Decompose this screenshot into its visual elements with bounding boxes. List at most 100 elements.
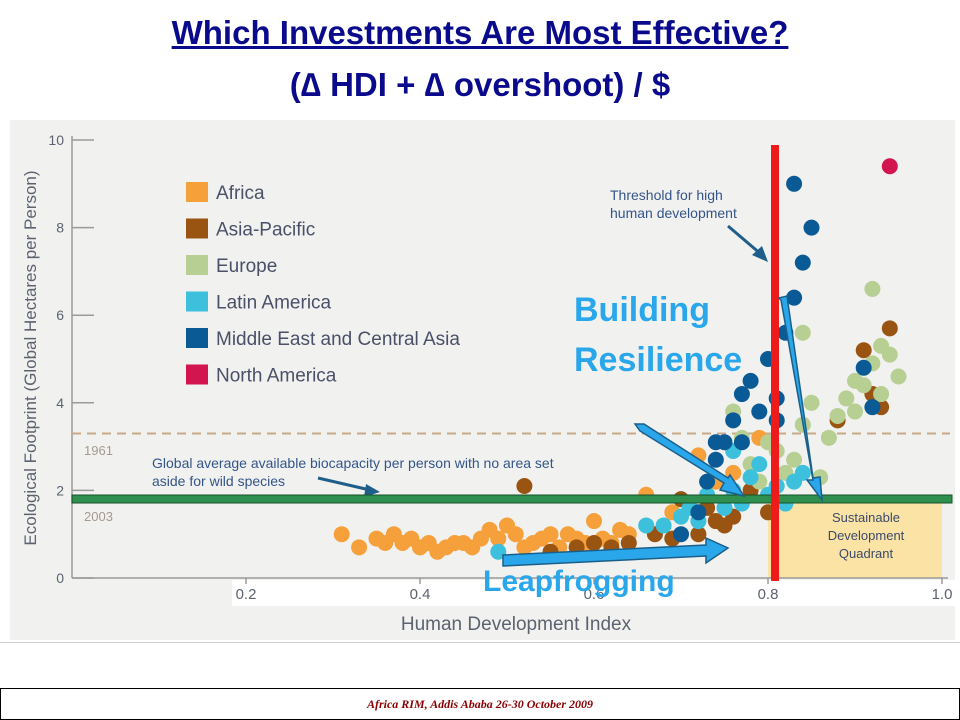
y-grid-ticks: 0 2 4 6 8 10 0.2 0.4 0.6 0.8 1.0 xyxy=(48,132,952,603)
resilience-arrow-1 xyxy=(633,423,746,498)
x-axis-label: Human Development Index xyxy=(401,614,632,635)
quadrant-label-1: Sustainable xyxy=(832,510,900,525)
biocapacity-arrow xyxy=(317,476,371,492)
data-point xyxy=(742,469,759,486)
data-point xyxy=(707,451,724,468)
y-tick-label: 0 xyxy=(56,570,64,586)
data-point xyxy=(751,456,768,473)
data-point xyxy=(890,368,907,385)
data-point xyxy=(673,526,689,543)
data-point xyxy=(855,342,872,359)
quadrant-label-2: Development xyxy=(828,528,905,543)
data-point xyxy=(855,359,872,376)
data-point xyxy=(542,526,559,543)
x-tick-label: 1.0 xyxy=(932,586,953,603)
biocapacity-arrowhead xyxy=(364,484,380,497)
legend-swatch xyxy=(186,255,208,275)
threshold-annotation-line2: human development xyxy=(610,205,737,221)
data-point xyxy=(794,464,811,481)
legend-swatch xyxy=(186,182,208,202)
data-point xyxy=(586,534,602,551)
data-point xyxy=(881,346,898,363)
legend-label: Asia-Pacific xyxy=(216,220,315,241)
data-point xyxy=(803,394,820,411)
legend-label: Europe xyxy=(216,256,277,277)
x-tick-label: 0.8 xyxy=(758,586,779,603)
slide-subtitle: (∆ HDI + ∆ overshoot) / $ xyxy=(289,66,671,103)
footer-text: Africa RIM, Addis Ababa 26-30 October 20… xyxy=(366,697,594,711)
footer-box xyxy=(0,688,960,720)
legend-swatch xyxy=(186,218,208,239)
y-tick-label: 2 xyxy=(56,482,64,498)
callout-resilience: Resilience xyxy=(574,341,742,379)
legend-label: Middle East and Central Asia xyxy=(216,329,460,350)
biocapacity-annotation-line2: aside for wild species xyxy=(152,473,285,489)
data-point xyxy=(351,539,368,556)
data-point xyxy=(881,158,898,175)
threshold-arrowhead xyxy=(752,246,768,262)
data-point xyxy=(794,254,811,271)
x-axis-strip xyxy=(232,580,958,606)
data-point xyxy=(855,377,872,394)
data-point xyxy=(586,513,602,530)
label-1961: 1961 xyxy=(84,443,113,458)
data-point xyxy=(864,399,881,416)
data-point xyxy=(829,407,846,424)
data-point xyxy=(507,526,524,543)
threshold-arrow xyxy=(727,224,763,257)
legend-label: Latin America xyxy=(216,293,332,314)
x-tick-label: 0.2 xyxy=(236,586,257,603)
data-point xyxy=(873,386,890,403)
sustainable-quadrant xyxy=(768,499,942,578)
footer-divider xyxy=(0,642,960,643)
data-point xyxy=(786,451,803,468)
threshold-annotation-line1: Threshold for high xyxy=(610,187,723,203)
data-point xyxy=(786,289,803,306)
data-point xyxy=(733,386,750,403)
leapfrog-arrow xyxy=(502,536,730,567)
legend-swatch xyxy=(186,328,208,348)
data-point xyxy=(690,526,707,543)
axes xyxy=(71,136,948,579)
biocapacity-annotation-line1: Global average available biocapacity per… xyxy=(152,455,554,471)
y-tick-label: 8 xyxy=(56,220,64,236)
data-point xyxy=(716,499,733,516)
data-point xyxy=(838,390,855,407)
data-point xyxy=(490,530,507,547)
y-tick-label: 4 xyxy=(56,395,64,411)
x-tick-label: 0.6 xyxy=(584,586,605,603)
data-point xyxy=(733,434,750,451)
data-point xyxy=(794,324,811,341)
callout-leapfrogging: Leapfrogging xyxy=(483,565,675,598)
data-point xyxy=(707,434,724,451)
biocapacity-2003-line xyxy=(71,494,953,504)
legend-swatch xyxy=(186,291,208,312)
data-point xyxy=(742,372,759,389)
data-point xyxy=(847,403,863,420)
data-point xyxy=(690,504,707,521)
data-point xyxy=(333,526,350,543)
data-point xyxy=(620,534,637,551)
legend: Africa Asia-Pacific Europe Latin America Mid… xyxy=(186,182,460,387)
data-point xyxy=(725,412,742,429)
data-point xyxy=(638,517,655,534)
data-point xyxy=(516,478,533,495)
data-point xyxy=(751,403,768,420)
callout-building: Building xyxy=(574,291,710,329)
quadrant-label-3: Quadrant xyxy=(839,546,894,561)
data-point xyxy=(881,320,898,337)
data-point xyxy=(699,473,716,490)
legend-label: North America xyxy=(216,366,337,387)
data-points xyxy=(333,158,907,560)
y-tick-label: 6 xyxy=(56,307,64,323)
x-tick-label: 0.4 xyxy=(410,586,431,603)
data-point xyxy=(803,219,820,236)
data-point xyxy=(786,175,803,192)
data-point xyxy=(655,517,672,534)
data-point xyxy=(864,280,881,297)
data-point xyxy=(820,429,837,446)
y-axis-label: Ecological Footprint (Global Hectares pe… xyxy=(21,170,40,545)
legend-label: Africa xyxy=(216,183,265,204)
hdi-threshold-line xyxy=(771,145,779,581)
